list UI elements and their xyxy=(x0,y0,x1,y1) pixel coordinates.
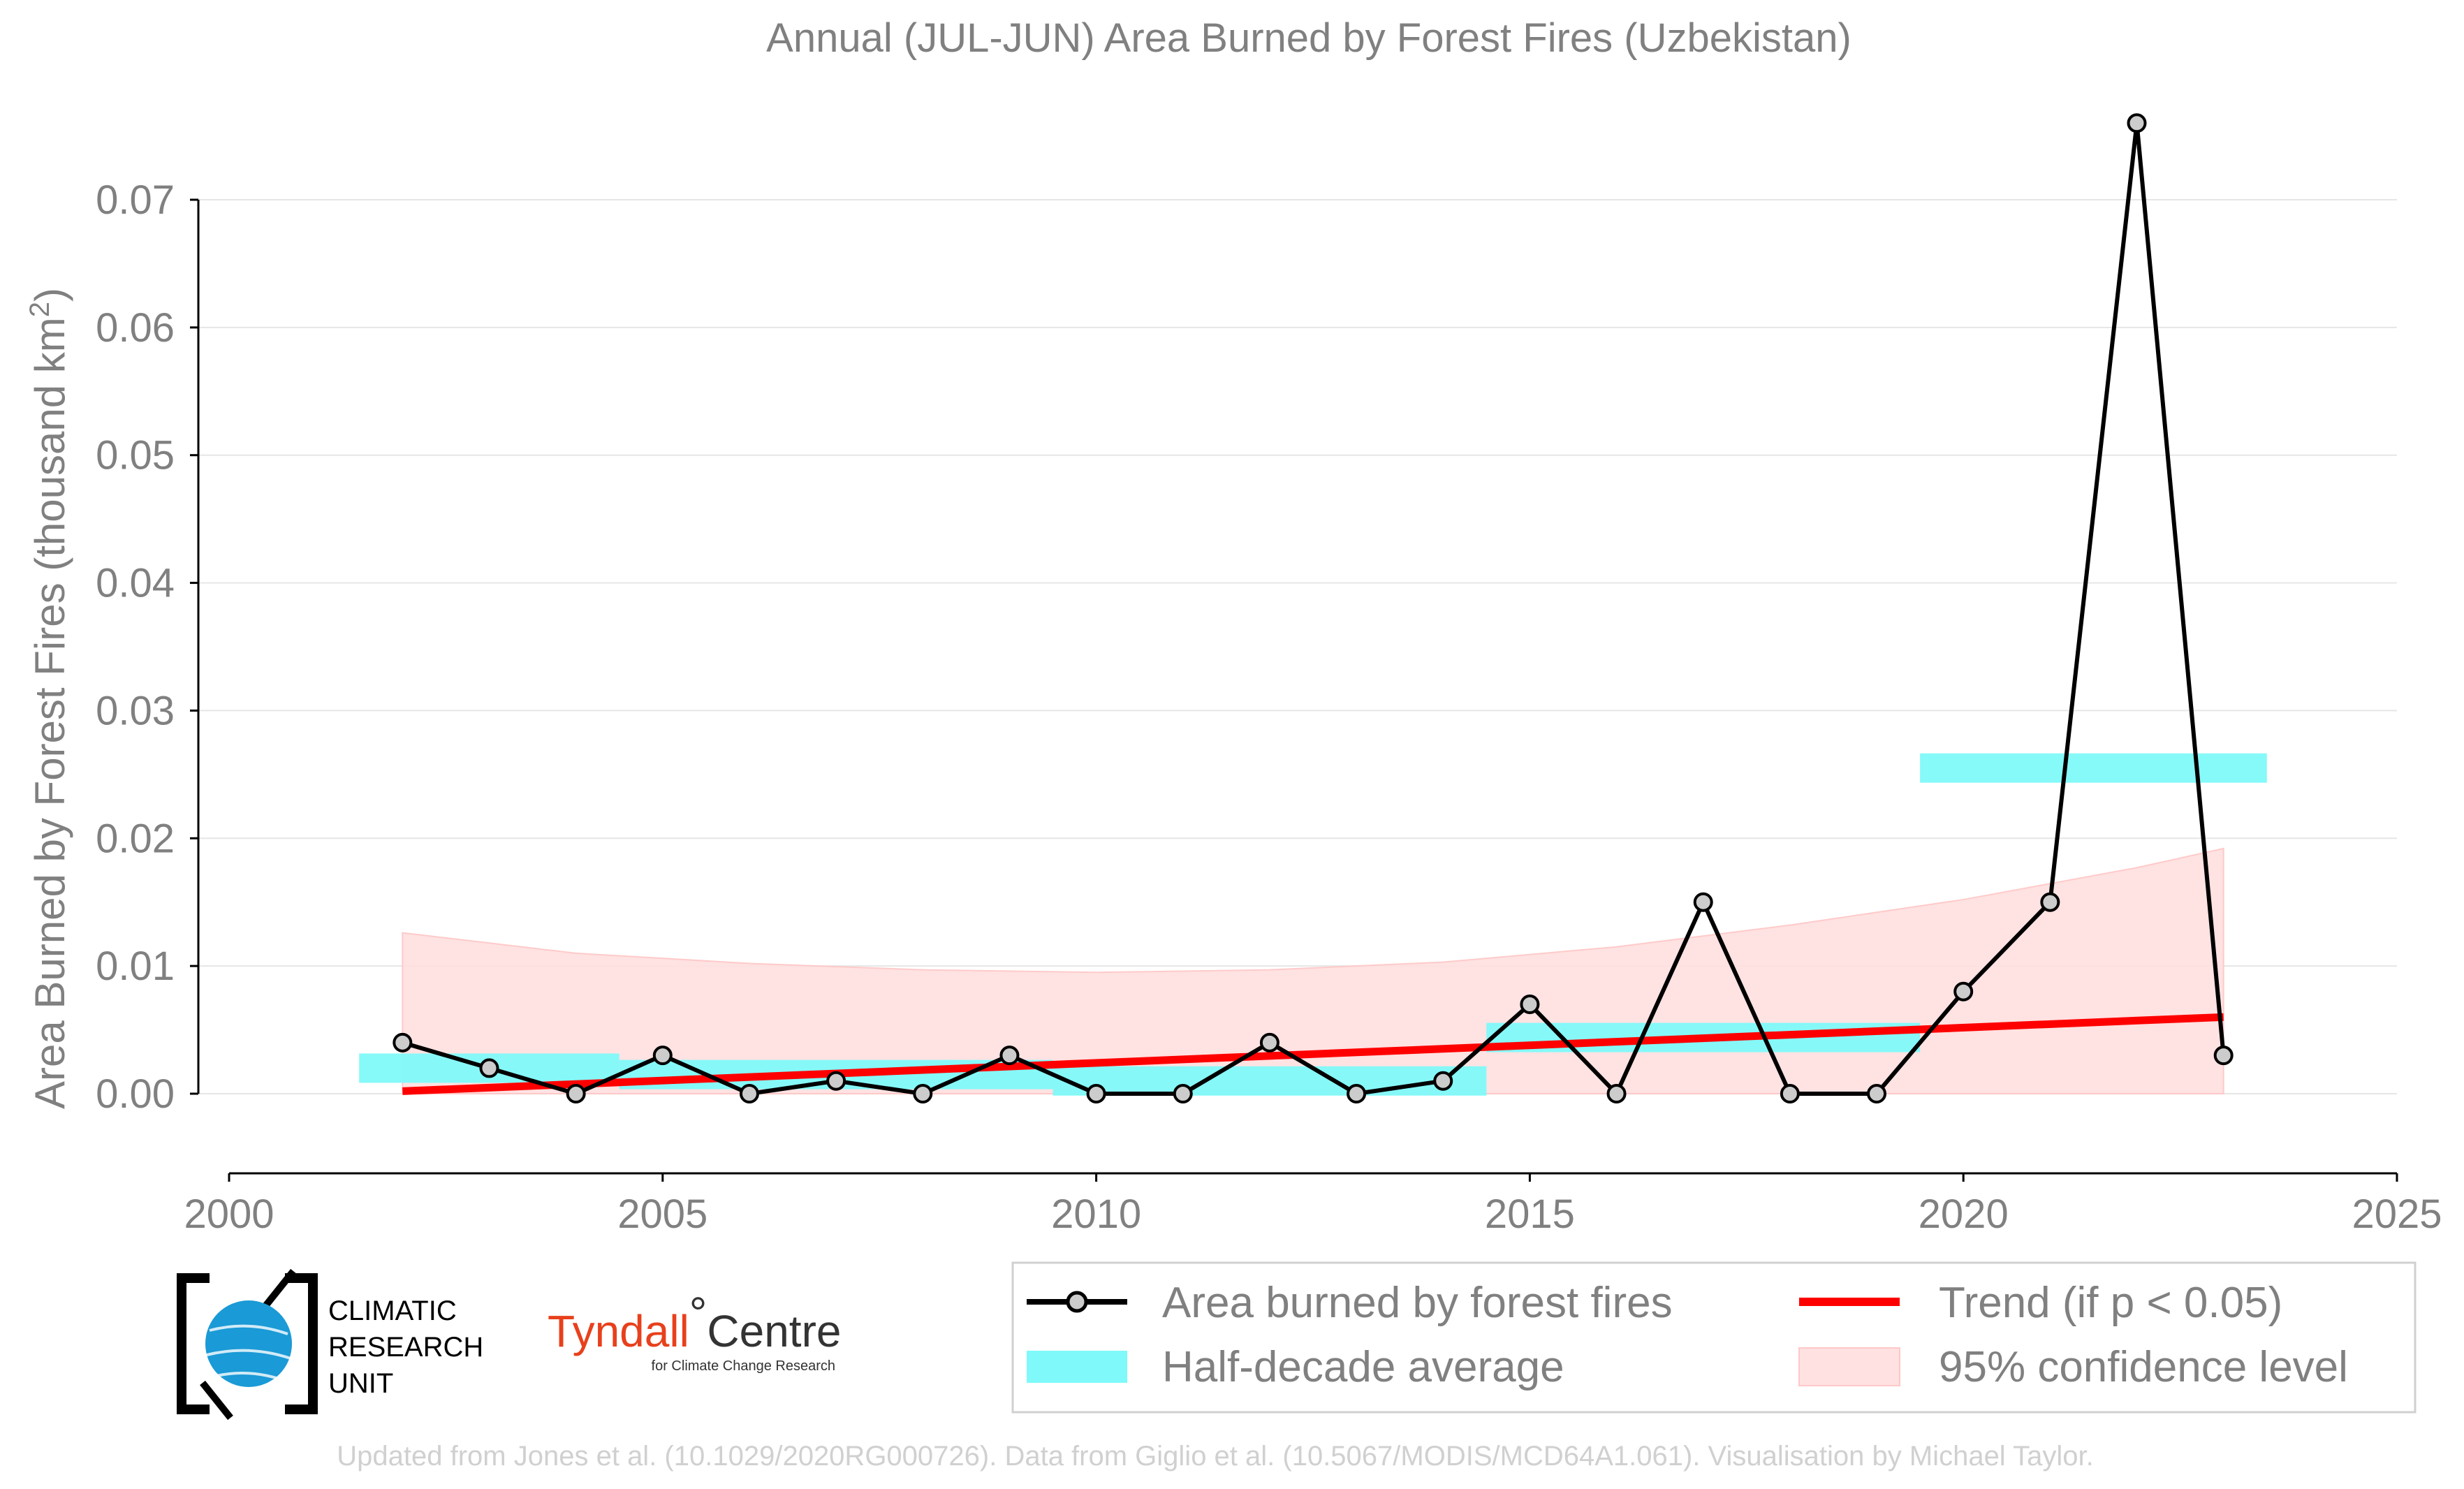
legend-series-marker xyxy=(1066,1291,1088,1313)
cru-bracket-right xyxy=(285,1273,318,1414)
cru-logo: CLIMATIC RESEARCH UNIT xyxy=(177,1268,483,1421)
legend-trend-label: Trend (if p < 0.05) xyxy=(1939,1279,2282,1327)
data-point-2018 xyxy=(1780,1084,1800,1103)
tyndall-logo: Tyndall°Centre for Climate Change Resear… xyxy=(548,1288,841,1374)
data-point-2015 xyxy=(1520,995,1540,1014)
cru-bracket-left xyxy=(177,1273,210,1414)
x-tick-label-1: 2005 xyxy=(617,1191,707,1237)
data-point-2017 xyxy=(1693,892,1713,912)
trend-line xyxy=(402,1013,2224,1095)
legend: Area burned by forest fires Half-decade … xyxy=(1011,1261,2417,1414)
data-point-2008 xyxy=(913,1084,933,1103)
data-point-2010 xyxy=(1086,1084,1106,1103)
cru-text-3: UNIT xyxy=(328,1368,393,1399)
tyndall-wordmark: Tyndall°Centre xyxy=(548,1288,841,1356)
cru-text-1: CLIMATIC xyxy=(328,1296,457,1326)
y-tick-label-5: 0.05 xyxy=(96,433,175,478)
series-layer xyxy=(393,113,2234,1103)
data-point-2020 xyxy=(1953,981,1974,1002)
data-point-2022 xyxy=(2127,113,2147,133)
legend-series-label: Area burned by forest fires xyxy=(1162,1279,1673,1327)
half-decade-bar-2 xyxy=(1053,1066,1487,1096)
y-tick-label-0: 0.00 xyxy=(96,1071,175,1117)
legend-half-decade-label: Half-decade average xyxy=(1162,1343,1564,1391)
half-decade-bar-4 xyxy=(1920,753,2267,783)
data-point-2009 xyxy=(999,1046,1020,1066)
data-point-2023 xyxy=(2213,1046,2234,1066)
series-line xyxy=(402,121,2226,1096)
x-tick-label-3: 2015 xyxy=(1485,1191,1575,1237)
tyndall-subtitle: for Climate Change Research xyxy=(652,1358,835,1374)
y-tick-label-7: 0.07 xyxy=(96,177,175,223)
data-point-2016 xyxy=(1606,1084,1627,1103)
data-point-2004 xyxy=(566,1084,586,1103)
cru-slash-top xyxy=(263,1268,296,1309)
data-point-2019 xyxy=(1867,1084,1887,1103)
y-tick-label-3: 0.03 xyxy=(96,688,175,733)
axes: 0.00 0.01 0.02 0.03 0.04 0.05 0.06 0.07 2000 2005… xyxy=(96,177,2442,1237)
data-point-2002 xyxy=(393,1032,413,1052)
y-tick-label-1: 0.01 xyxy=(96,944,175,989)
legend-box xyxy=(1011,1261,2417,1414)
data-point-2014 xyxy=(1433,1071,1453,1091)
y-tick-label-2: 0.02 xyxy=(96,816,175,861)
x-tick-label-2: 2010 xyxy=(1051,1191,1141,1237)
cru-globe-icon xyxy=(205,1300,292,1387)
data-point-2011 xyxy=(1173,1084,1193,1103)
y-axis-label: Area Burned by Forest Fires (thousand km… xyxy=(24,288,73,1109)
y-tick-label-4: 0.04 xyxy=(96,561,175,606)
legend-confidence-swatch xyxy=(1798,1347,1900,1386)
data-point-2005 xyxy=(652,1046,673,1066)
data-point-2013 xyxy=(1347,1084,1367,1103)
trend-layer xyxy=(402,1013,2224,1095)
cru-text-2: RESEARCH xyxy=(328,1332,483,1363)
data-point-2007 xyxy=(826,1071,846,1091)
data-point-2021 xyxy=(2040,892,2060,912)
data-point-2006 xyxy=(739,1084,759,1103)
x-tick-label-5: 2025 xyxy=(2352,1191,2442,1237)
data-point-2012 xyxy=(1259,1032,1279,1052)
x-tick-label-0: 2000 xyxy=(184,1191,274,1237)
cru-slash-bottom xyxy=(200,1380,233,1421)
chart-title: Annual (JUL-JUN) Area Burned by Forest F… xyxy=(766,15,1851,61)
data-point-2003 xyxy=(479,1058,499,1078)
legend-half-decade-swatch xyxy=(1027,1351,1127,1383)
legend-confidence-label: 95% confidence level xyxy=(1939,1343,2348,1391)
x-tick-label-4: 2020 xyxy=(1919,1191,2009,1237)
footer-credit: Updated from Jones et al. (10.1029/2020R… xyxy=(337,1441,2093,1472)
y-tick-label-6: 0.06 xyxy=(96,305,175,351)
